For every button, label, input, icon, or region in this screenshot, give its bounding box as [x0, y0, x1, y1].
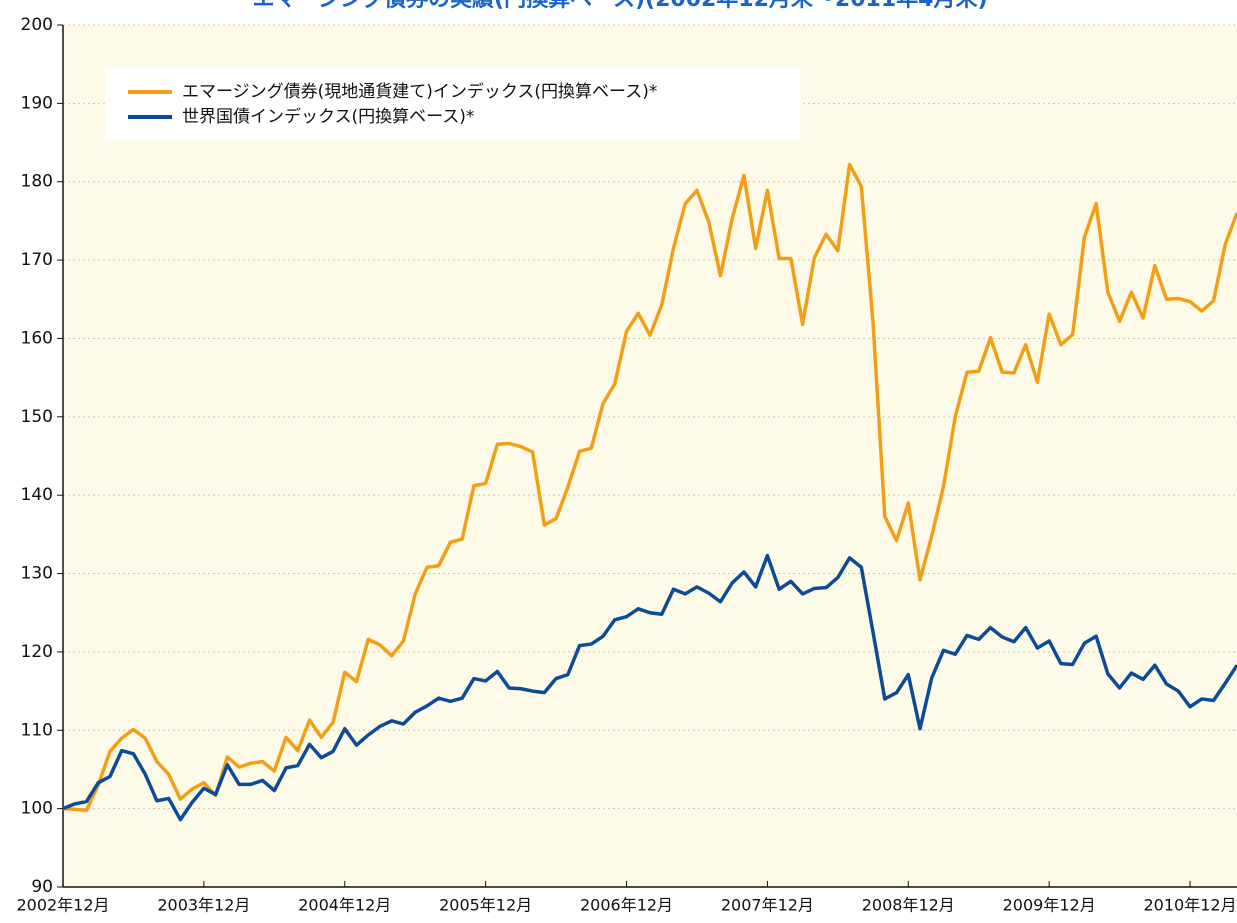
- y-tick-label: 90: [31, 877, 53, 897]
- x-tick-label: 2009年12月: [1003, 896, 1096, 915]
- legend: エマージング債券(現地通貨建て)インデックス(円換算ベース)* 世界国債インデック…: [105, 68, 800, 140]
- y-tick-label: 160: [21, 328, 53, 348]
- y-tick-label: 130: [21, 564, 53, 584]
- series-line: [62, 162, 1237, 812]
- legend-label: 世界国債インデックス(円換算ベース)*: [182, 106, 474, 127]
- x-tick-label: 2005年12月: [439, 896, 532, 915]
- x-tick-label: 2002年12月: [16, 896, 109, 915]
- x-tick-label: 2007年12月: [721, 896, 814, 915]
- y-tick-label: 120: [21, 642, 53, 662]
- y-tick-label: 140: [21, 485, 53, 505]
- x-tick-label: 2004年12月: [298, 896, 391, 915]
- plot-area: [63, 25, 1237, 887]
- x-tick-label: 2010年12月: [1143, 896, 1236, 915]
- legend-label: エマージング債券(現地通貨建て)インデックス(円換算ベース)*: [182, 81, 657, 102]
- y-tick-label: 180: [21, 172, 53, 192]
- y-tick-label: 200: [21, 15, 53, 35]
- x-tick-label: 2003年12月: [157, 896, 250, 915]
- series-line: [62, 553, 1237, 822]
- y-tick-label: 150: [21, 407, 53, 427]
- y-tick-label: 190: [21, 93, 53, 113]
- x-tick-label: 2006年12月: [580, 896, 673, 915]
- x-tick-label: 2008年12月: [862, 896, 955, 915]
- chart-title: エマージング債券の実績(円換算ベース)(2002年12月末～2011年4月末): [252, 0, 987, 12]
- legend-box: [105, 68, 800, 140]
- y-tick-label: 170: [21, 250, 53, 270]
- y-tick-label: 100: [21, 799, 53, 819]
- y-tick-label: 110: [21, 720, 53, 740]
